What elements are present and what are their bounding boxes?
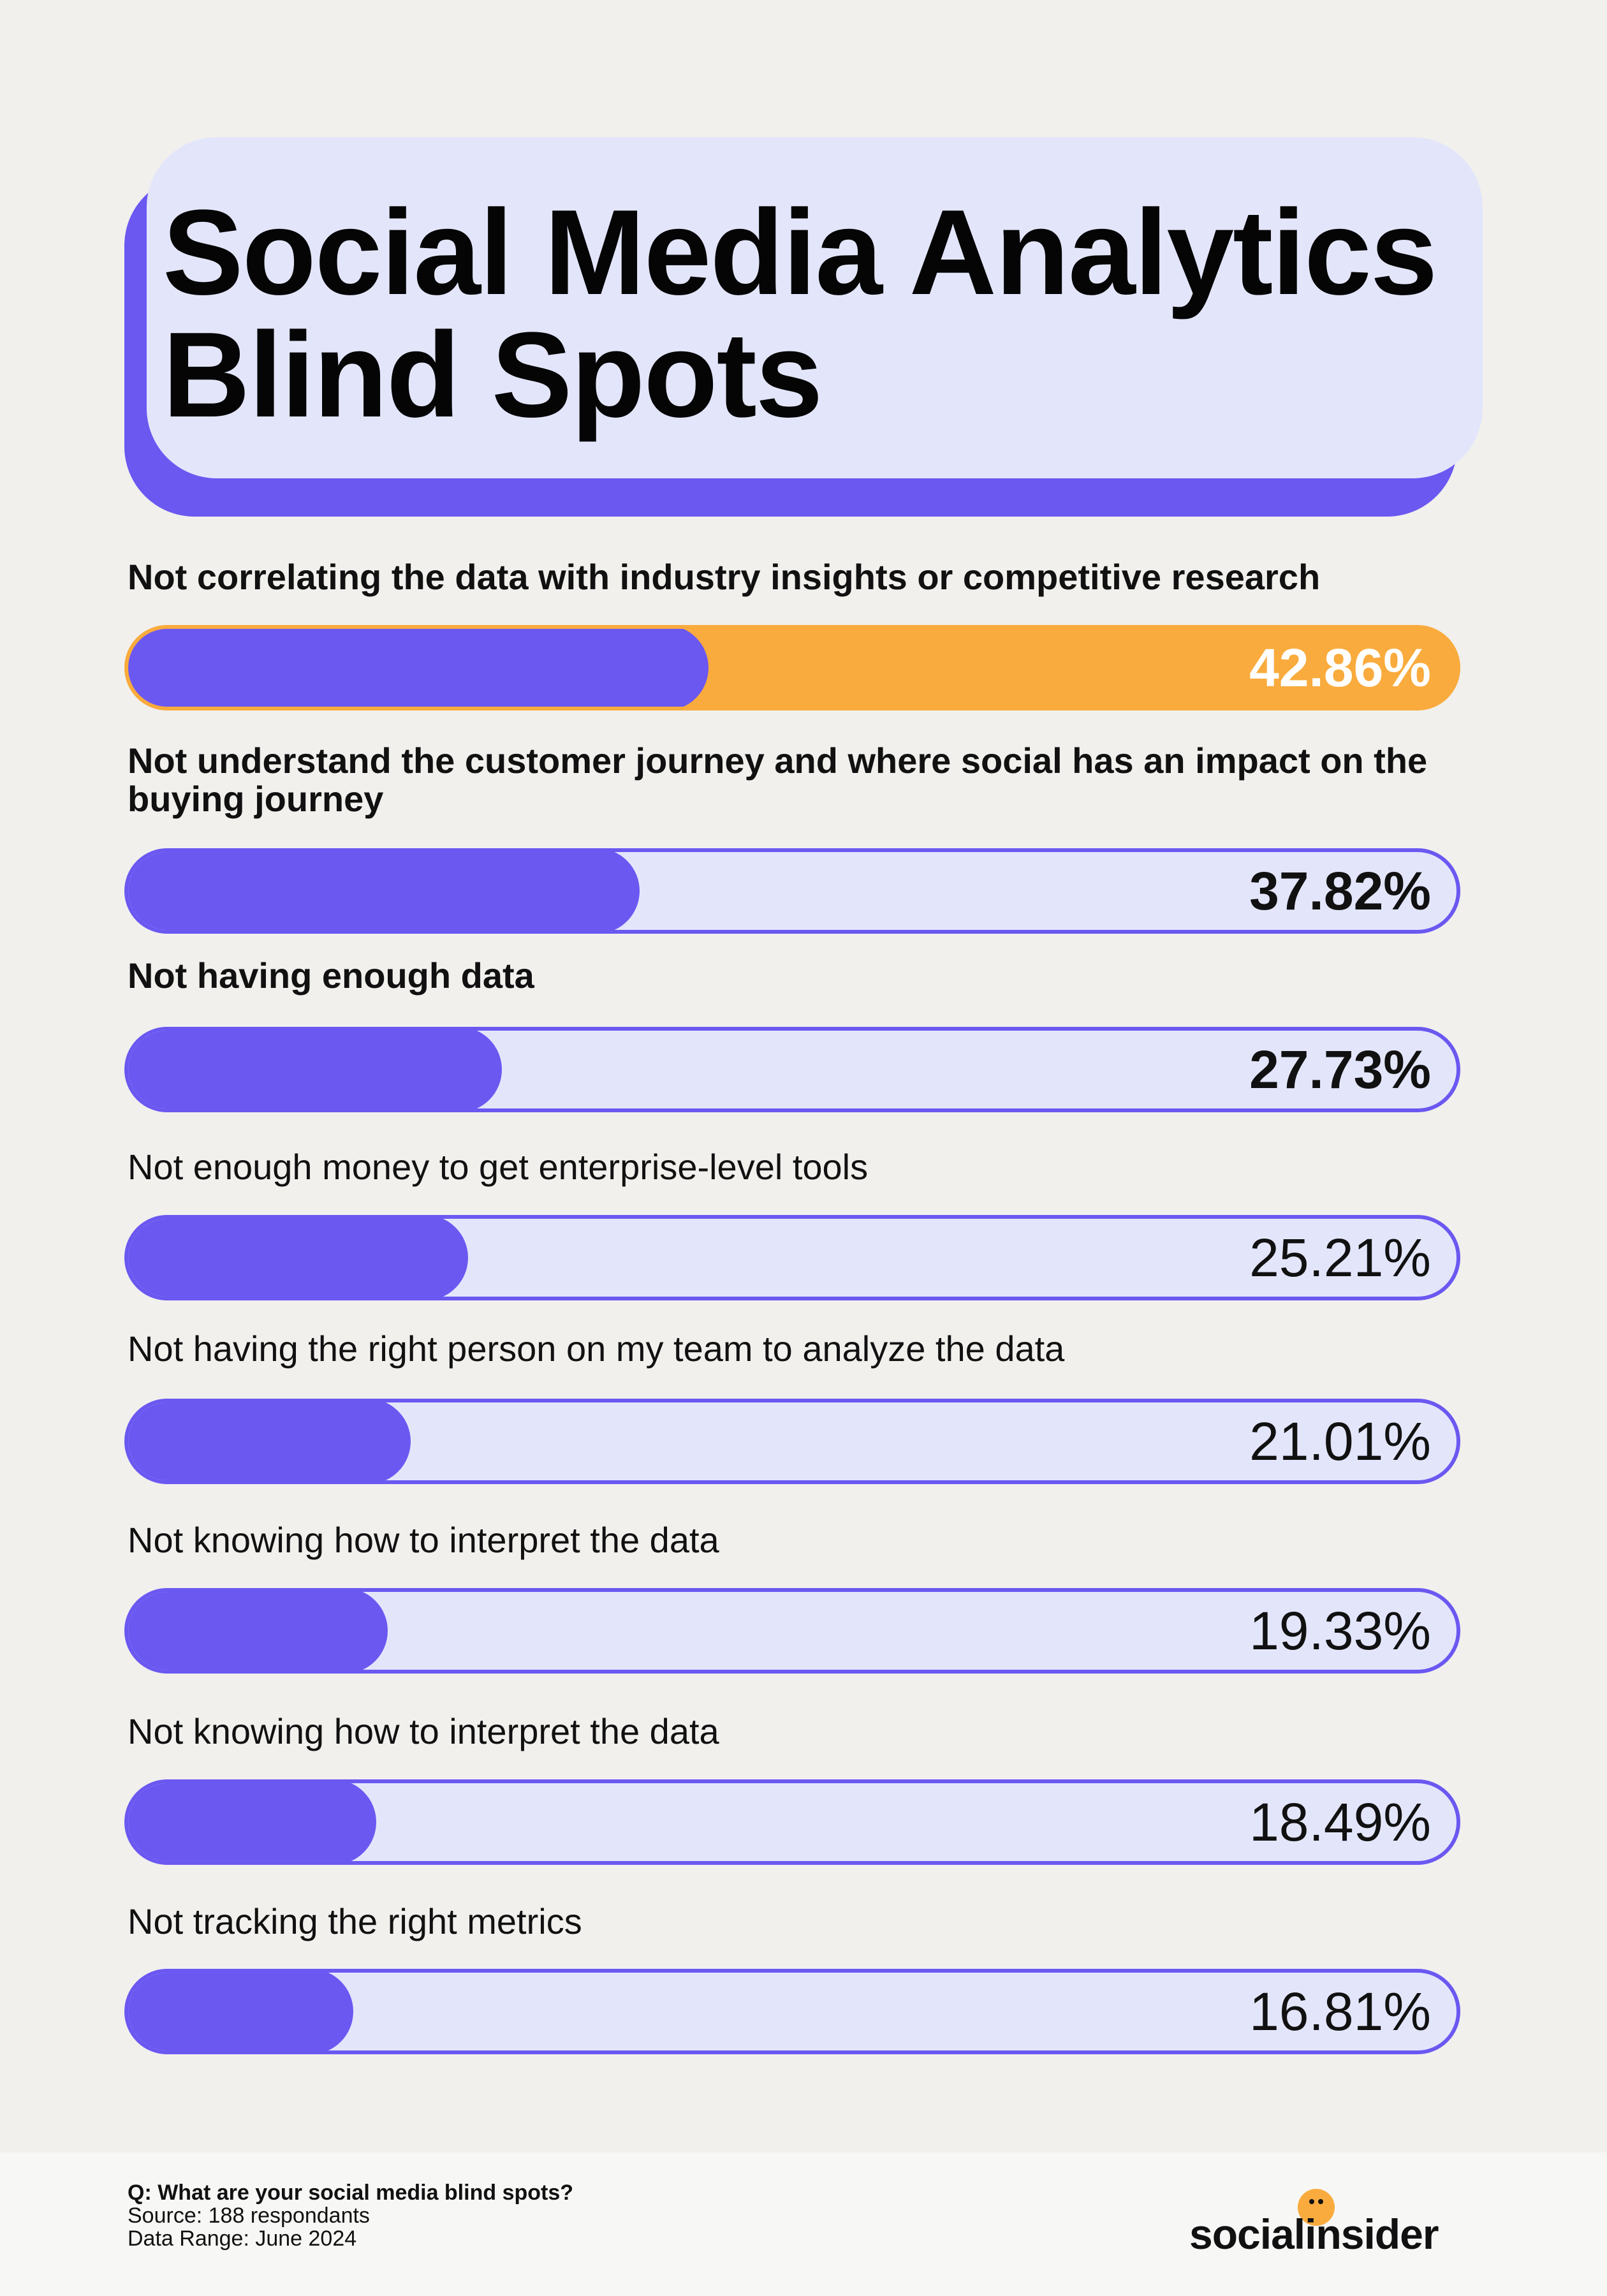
bar-track: 27.73% [124,1027,1460,1112]
bar [128,1973,353,2050]
data-range: Data Range: June 2024 [128,2226,357,2251]
bar-track: 21.01% [124,1399,1460,1484]
title-card [147,137,1483,478]
bar-category-label: Not having enough data [128,955,534,996]
bar-category-label: Not correlating the data with industry i… [128,557,1321,597]
bar-track: 25.21% [124,1215,1460,1300]
bar [128,1219,468,1297]
bar [128,1783,376,1861]
bar-value-label: 19.33% [1249,1601,1431,1661]
bar-track: 42.86% [124,625,1460,710]
bar-value-label: 42.86% [1249,638,1431,698]
bar-category-label: Not knowing how to interpret the data [128,1711,719,1751]
bar-category-label: Not having the right person on my team t… [128,1328,1065,1369]
bar-value-label: 21.01% [1249,1411,1431,1471]
brand-logo: socialinsider [1189,2211,1439,2258]
survey-source: Source: 188 respondants [128,2204,370,2228]
bar [128,1592,388,1670]
bar [128,629,708,707]
bar-value-label: 25.21% [1249,1228,1431,1288]
smiley-dot-icon [1298,2189,1335,2226]
footer-notes: Q: What are your social media blind spot… [128,2181,573,2250]
bar [128,852,640,930]
page-title: Social Media Analytics Blind Spots [163,185,1437,443]
bar-track: 37.82% [124,848,1460,934]
bar-category-label: Not enough money to get enterprise-level… [128,1147,869,1187]
bar-track: 18.49% [124,1779,1460,1865]
bar-category-label: Not knowing how to interpret the data [128,1520,719,1560]
bar-category-label: Not tracking the right metrics [128,1901,582,1941]
bar [128,1031,502,1108]
footer [0,2152,1607,2296]
bar [128,1402,411,1480]
bar-track: 19.33% [124,1588,1460,1674]
bar-value-label: 37.82% [1249,861,1431,921]
bar-value-label: 18.49% [1249,1792,1431,1852]
bar-chart: Not correlating the data with industry i… [124,557,1460,2054]
bar-value-label: 16.81% [1249,1982,1431,2042]
bar-value-label: 27.73% [1249,1040,1431,1100]
bar-category-label: Not understand the customer journey and … [128,740,1428,819]
survey-question: Q: What are your social media blind spot… [128,2181,574,2205]
bar-track: 16.81% [124,1969,1460,2054]
